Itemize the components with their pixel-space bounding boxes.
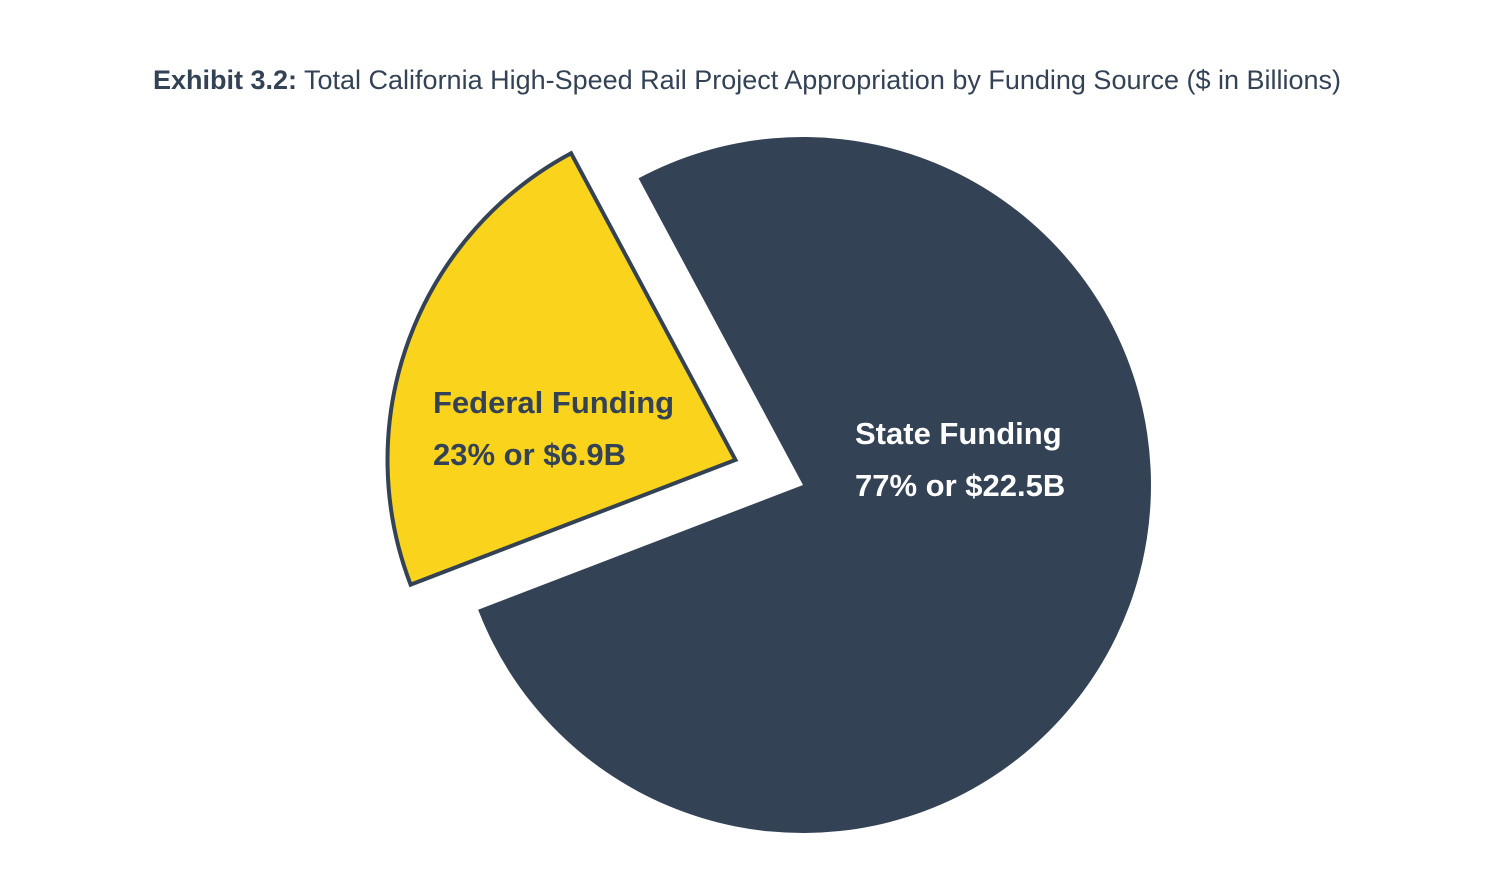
pie-slice xyxy=(478,137,1151,833)
chart-title: Total California High-Speed Rail Project… xyxy=(304,65,1341,95)
pie-slice xyxy=(385,150,739,588)
chart-title-line: Exhibit 3.2: Total California High-Speed… xyxy=(153,65,1341,95)
slice-value-label: 23% or $6.9B xyxy=(433,437,626,472)
slice-label: Federal Funding xyxy=(433,385,674,420)
slice-value-label: 77% or $22.5B xyxy=(855,468,1065,503)
slice-label: State Funding xyxy=(855,416,1062,451)
chart-title-prefix: Exhibit 3.2: xyxy=(153,65,297,95)
